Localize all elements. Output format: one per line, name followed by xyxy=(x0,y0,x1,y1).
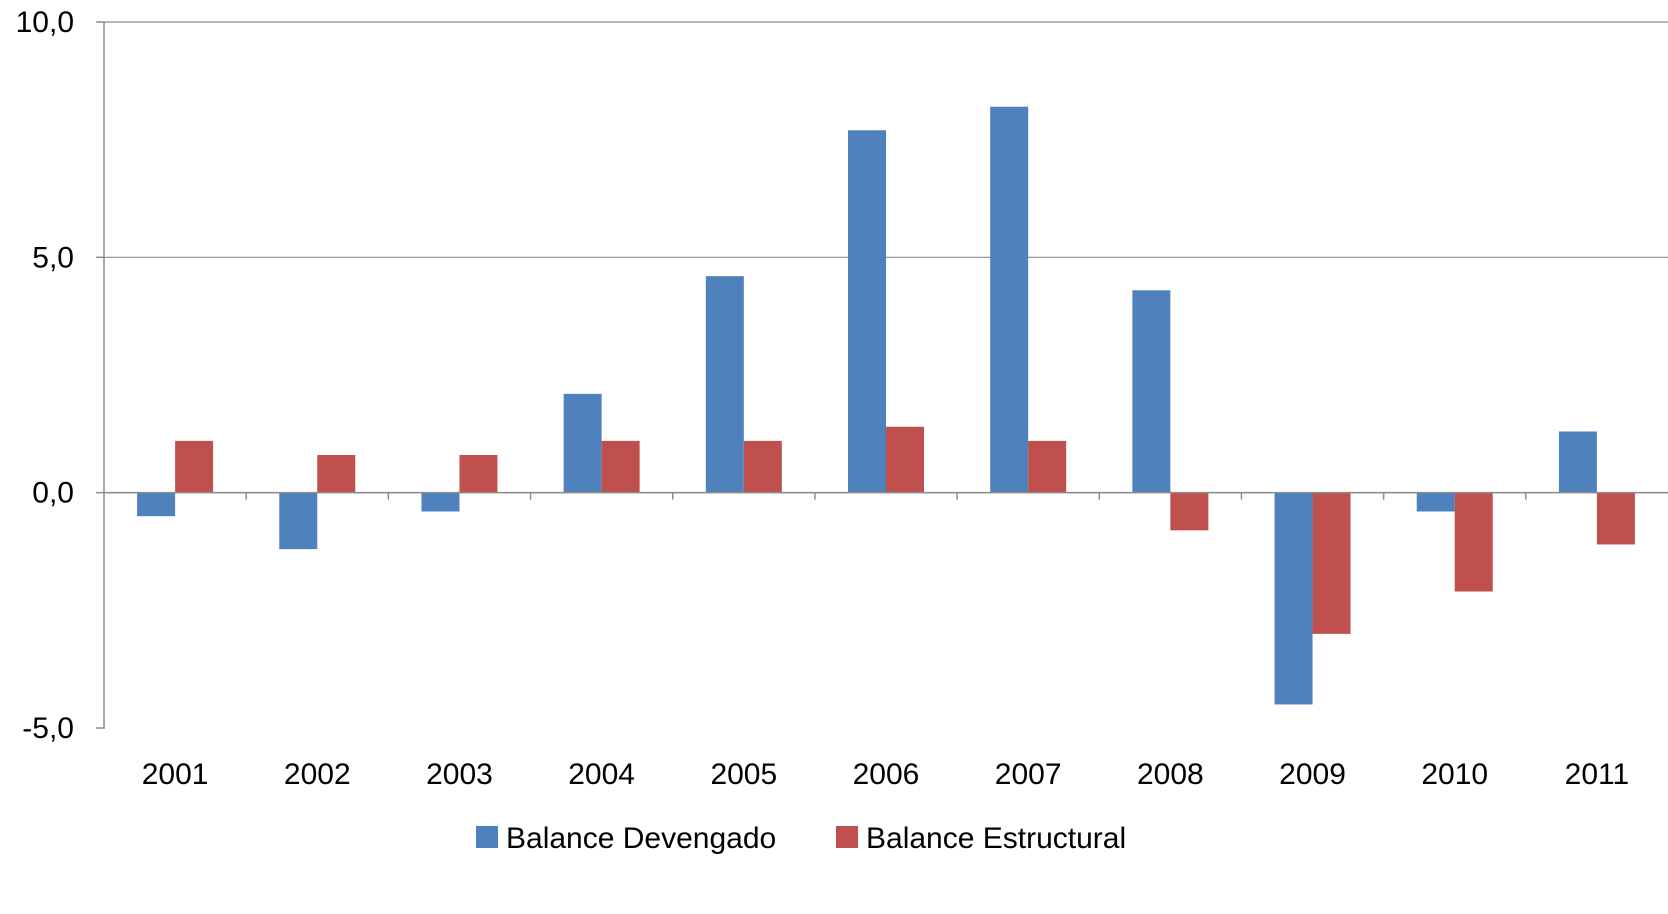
bar-balance-devengado-2001 xyxy=(137,492,176,517)
bar-balance-devengado-2006 xyxy=(848,130,886,493)
x-tick-label: 2007 xyxy=(995,758,1062,791)
bar-balance-devengado-2008 xyxy=(1132,290,1171,493)
bar-balance-estructural-2004 xyxy=(601,440,640,493)
y-tick-label: 10,0 xyxy=(16,6,74,39)
x-tick-label: 2005 xyxy=(710,758,777,791)
y-tick-label: 5,0 xyxy=(32,241,74,274)
x-tick-label: 2008 xyxy=(1137,758,1204,791)
bar-balance-estructural-2003 xyxy=(459,455,498,493)
legend-label-balance-estructural: Balance Estructural xyxy=(866,822,1126,855)
x-tick-label: 2002 xyxy=(284,758,351,791)
x-axis-tick-labels: 2001 2002 2003 2004 2005 2006 2007 2008 2009 2010… xyxy=(142,758,1629,791)
x-tick-label: 2009 xyxy=(1279,758,1346,791)
bar-balance-devengado-2007 xyxy=(990,106,1029,493)
bar-balance-devengado-2009 xyxy=(1274,492,1313,705)
bar-balance-estructural-2001 xyxy=(175,440,214,493)
y-tick-label: 0,0 xyxy=(32,477,74,510)
bar-balance-estructural-2008 xyxy=(1170,492,1209,531)
legend-swatch-balance-estructural xyxy=(836,826,858,848)
bar-balance-devengado-2004 xyxy=(563,393,602,493)
legend: Balance Devengado Balance Estructural xyxy=(476,822,1126,855)
bar-balance-estructural-2009 xyxy=(1312,492,1351,634)
bar-balance-devengado-2011 xyxy=(1558,431,1597,493)
bar-balance-devengado-2002 xyxy=(279,492,318,550)
bar-balance-estructural-2006 xyxy=(886,426,924,493)
x-tick-label: 2010 xyxy=(1421,758,1488,791)
bar-balance-estructural-2007 xyxy=(1028,440,1067,493)
y-axis-tick-labels: -5,0 0,0 5,0 10,0 xyxy=(16,6,74,745)
legend-label-balance-devengado: Balance Devengado xyxy=(506,822,776,855)
bars xyxy=(137,106,1635,705)
bar-balance-devengado-2005 xyxy=(705,276,744,493)
y-tick-label: -5,0 xyxy=(22,712,74,745)
bar-balance-estructural-2005 xyxy=(743,440,782,493)
bar-balance-estructural-2011 xyxy=(1596,492,1635,545)
x-tick-label: 2004 xyxy=(568,758,635,791)
bar-balance-estructural-2010 xyxy=(1454,492,1493,592)
legend-swatch-balance-devengado xyxy=(476,826,498,848)
bar-balance-devengado-2010 xyxy=(1416,492,1455,512)
axes xyxy=(96,21,1668,729)
bar-balance-devengado-2003 xyxy=(421,492,460,512)
x-tick-label: 2001 xyxy=(142,758,209,791)
bar-balance-estructural-2002 xyxy=(317,455,356,493)
x-tick-label: 2006 xyxy=(853,758,920,791)
x-tick-label: 2011 xyxy=(1565,758,1630,791)
x-tick-label: 2003 xyxy=(426,758,493,791)
